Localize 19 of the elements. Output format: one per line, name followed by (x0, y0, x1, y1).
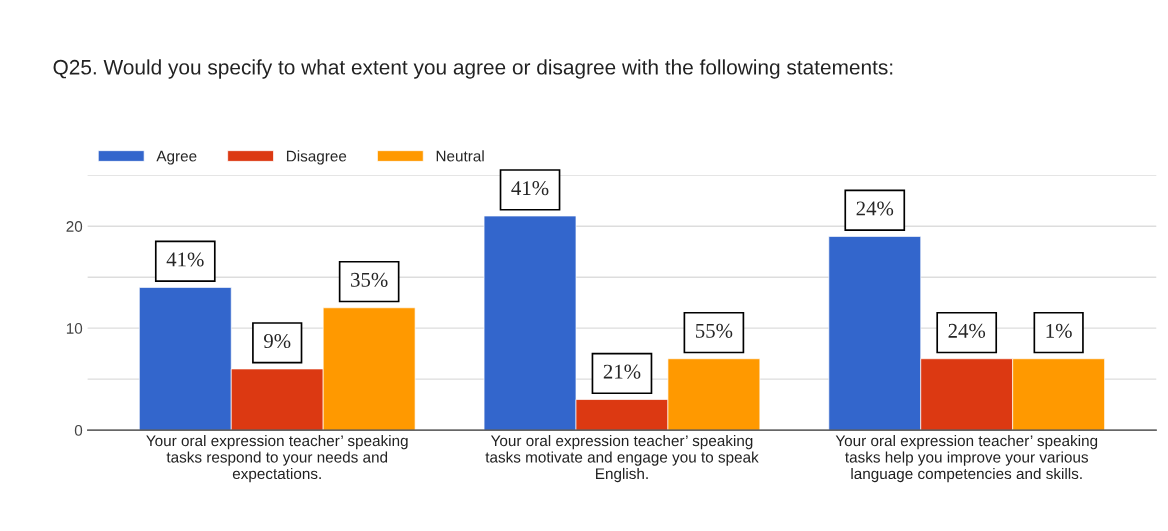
annotation: 24% (856, 201, 894, 216)
y-tick-label: 20 (66, 221, 83, 232)
x-tick-label: Your oral expression teacher’ speaking tasks motivate and engage you to speak English. (485, 434, 759, 483)
legend-label: Neutral (436, 150, 484, 162)
legend-label: Agree (156, 150, 197, 165)
annotation: 41% (166, 252, 204, 267)
x-tick-label: Your oral expression teacher’ speaking tasks respond to your needs and expectations. (146, 434, 408, 483)
chart-title: Q25. Would you specify to what extent you agree or disagree with the following statements: (53, 59, 893, 79)
annotation: 1% (1046, 323, 1072, 338)
legend-label: Disagree (286, 150, 347, 165)
x-tick-label: Your oral expression teacher’ speaking tasks help you improve your various language competencies and skills. (835, 434, 1098, 483)
annotation: 9% (264, 333, 291, 349)
annotation: 24% (948, 323, 986, 338)
annotation: 41% (511, 181, 549, 196)
y-tick-label: 0 (74, 424, 83, 436)
annotation: 55% (696, 323, 733, 338)
y-tick-label: 10 (66, 323, 83, 334)
annotation: 21% (603, 364, 641, 379)
annotation: 35% (351, 272, 388, 287)
